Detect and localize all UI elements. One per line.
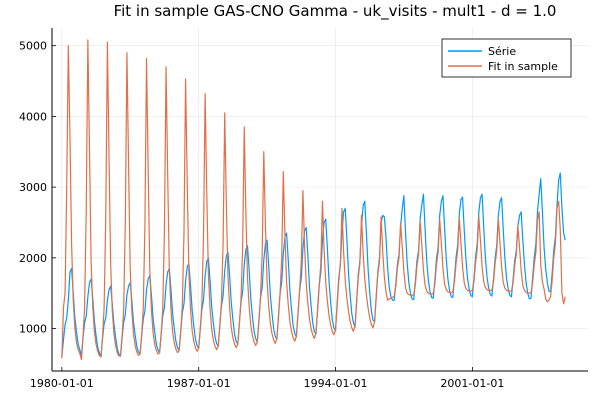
y-tick-label: 1000 bbox=[19, 323, 47, 336]
series-line-2 bbox=[61, 39, 566, 361]
grid bbox=[52, 28, 588, 371]
y-tick-label: 5000 bbox=[19, 40, 47, 53]
series-lines bbox=[61, 39, 566, 361]
y-tick-label: 3000 bbox=[19, 181, 47, 194]
x-tick-label: 1987-01-01 bbox=[167, 377, 231, 390]
legend-label: Fit in sample bbox=[488, 60, 558, 73]
legend: Série Fit in sample bbox=[441, 38, 572, 78]
tick-labels: 1000 2000 3000 4000 5000 1980-01-01 1987-01-01… bbox=[19, 40, 504, 390]
y-tick-label: 4000 bbox=[19, 110, 47, 123]
legend-box bbox=[441, 38, 572, 78]
legend-label: Série bbox=[488, 45, 516, 58]
axes bbox=[51, 28, 588, 372]
x-tick-label: 2001-01-01 bbox=[440, 377, 504, 390]
x-tick-label: 1994-01-01 bbox=[304, 377, 368, 390]
series-line-1 bbox=[61, 172, 566, 358]
y-tick-label: 2000 bbox=[19, 252, 47, 265]
chart-title: Fit in sample GAS-CNO Gamma - uk_visits … bbox=[114, 2, 557, 21]
x-tick-label: 1980-01-01 bbox=[30, 377, 94, 390]
